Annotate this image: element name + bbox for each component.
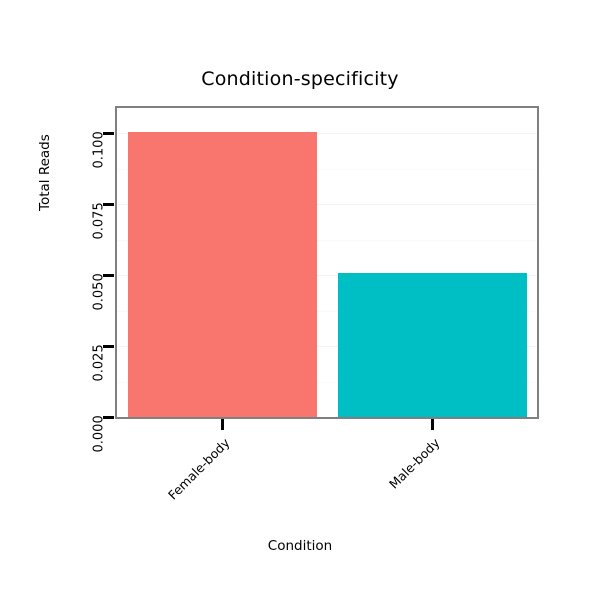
gridline-major-1 xyxy=(117,346,537,348)
y-axis-title: Total Reads xyxy=(37,134,53,211)
y-tick-label-4: 0.100 xyxy=(91,131,107,169)
gridline-minor-0 xyxy=(117,381,537,383)
x-tick-mark-0 xyxy=(220,419,224,430)
y-tick-mark-0 xyxy=(103,415,114,419)
y-tick-mark-1 xyxy=(103,344,114,348)
gridline-minor-2 xyxy=(117,239,537,241)
y-tick-mark-2 xyxy=(103,273,114,277)
y-tick-mark-3 xyxy=(103,202,114,206)
y-tick-mark-4 xyxy=(103,131,114,135)
bar-female-body[interactable] xyxy=(127,132,317,417)
x-tick-label-0: Female-body xyxy=(164,435,233,503)
x-tick-label-1: Male-body xyxy=(386,435,443,492)
panel-inner xyxy=(117,108,537,417)
y-tick-label-0: 0.000 xyxy=(91,415,107,453)
x-tick-mark-1 xyxy=(430,419,434,430)
gridline-major-2 xyxy=(117,275,537,277)
gridline-major-0 xyxy=(117,417,537,418)
y-tick-label-3: 0.075 xyxy=(91,202,107,240)
gridline-minor-1 xyxy=(117,310,537,312)
bar-male-body[interactable] xyxy=(337,272,527,417)
gridline-major-4 xyxy=(117,133,537,135)
gridline-major-3 xyxy=(117,204,537,206)
gridline-minor-3 xyxy=(117,168,537,170)
plot-panel xyxy=(115,106,539,419)
y-tick-label-1: 0.025 xyxy=(91,344,107,382)
y-tick-label-2: 0.050 xyxy=(91,273,107,311)
x-axis-title: Condition xyxy=(267,538,333,554)
chart-title: Condition-specificity xyxy=(201,68,399,90)
